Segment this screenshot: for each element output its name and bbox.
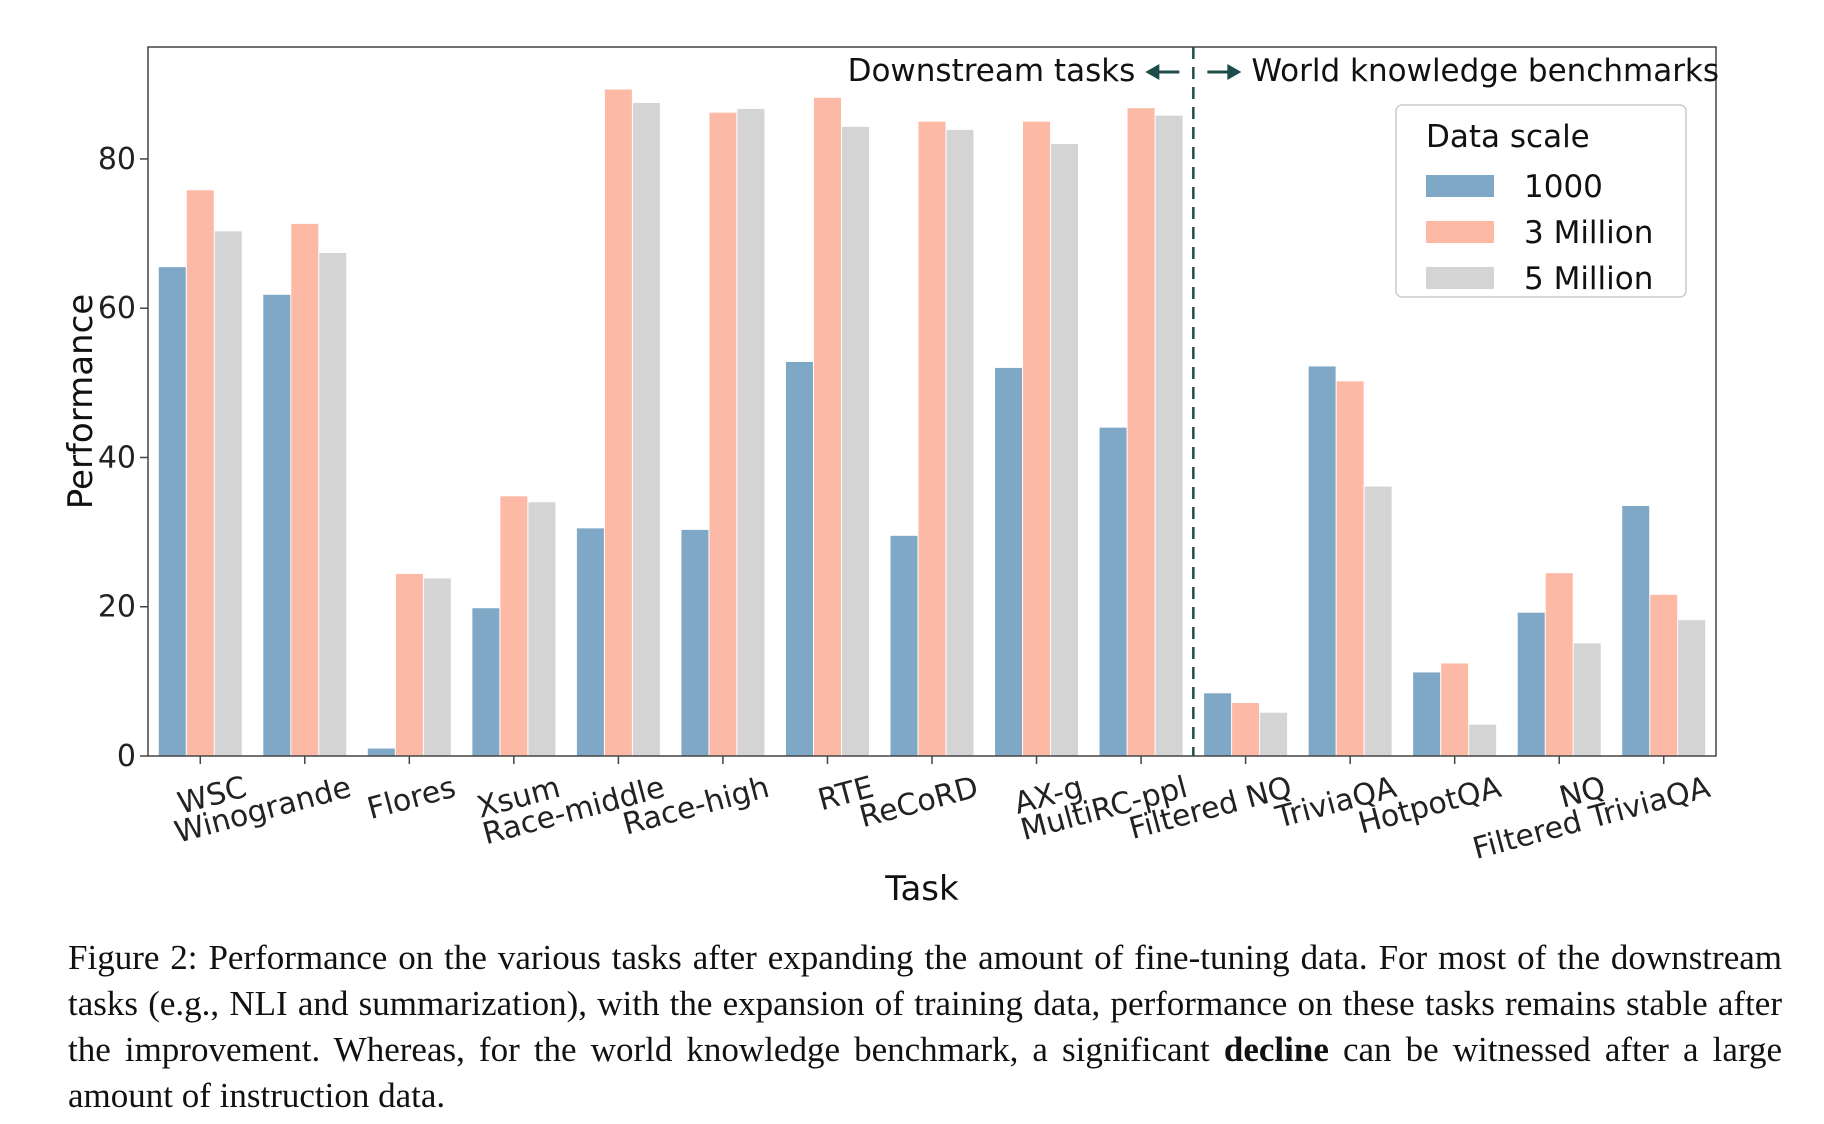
y-tick-label: 80: [98, 142, 136, 177]
bar-wsc-3-million: [186, 190, 214, 757]
bars-group: [158, 89, 1706, 757]
bar-triviaqa-1000: [1308, 366, 1336, 756]
bar-nq-5-million: [1573, 643, 1601, 756]
y-tick-label: 60: [98, 291, 136, 326]
bar-race-high-5-million: [737, 108, 765, 756]
legend-label: 3 Million: [1524, 215, 1653, 251]
bar-multirc-ppl-3-million: [1127, 108, 1155, 757]
bar-winogrande-5-million: [319, 252, 347, 756]
bar-multirc-ppl-5-million: [1155, 115, 1183, 756]
bar-wsc-5-million: [214, 231, 242, 757]
x-axis-title: Task: [884, 869, 959, 909]
bar-ax-g-3-million: [1023, 121, 1051, 756]
legend-label: 1000: [1524, 169, 1603, 205]
bar-wsc-1000: [158, 267, 186, 756]
arrow-right-icon: [1207, 64, 1242, 80]
bar-triviaqa-3-million: [1336, 381, 1364, 756]
bar-race-middle-5-million: [632, 102, 660, 756]
legend-swatch: [1426, 221, 1494, 243]
bar-filtered-nq-5-million: [1260, 712, 1288, 756]
caption-text: Figure 2: Performance on the various tas…: [68, 938, 1782, 1069]
bar-record-1000: [890, 535, 918, 756]
legend: Data scale 1000 3 Million 5 Million: [1395, 104, 1687, 298]
bar-filtered-triviaqa-1000: [1622, 505, 1650, 756]
bar-multirc-ppl-1000: [1099, 427, 1127, 756]
arrow-left-icon: [1145, 64, 1180, 80]
bar-nq-3-million: [1545, 573, 1573, 756]
bar-hotpotqa-5-million: [1469, 724, 1497, 756]
bar-xsum-3-million: [500, 496, 528, 756]
bar-hotpotqa-1000: [1413, 672, 1441, 756]
legend-swatch: [1426, 175, 1494, 197]
bar-winogrande-1000: [263, 294, 291, 756]
y-tick-label: 0: [117, 739, 136, 774]
bar-ax-g-5-million: [1051, 144, 1079, 756]
bar-filtered-nq-1000: [1204, 693, 1232, 756]
x-tick-label: Flores: [364, 770, 460, 827]
bar-flores-5-million: [423, 578, 451, 756]
bar-rte-1000: [785, 361, 813, 756]
bar-race-high-1000: [681, 529, 709, 756]
bar-filtered-nq-3-million: [1232, 703, 1260, 756]
bar-race-high-3-million: [709, 112, 737, 757]
bar-record-5-million: [946, 129, 974, 756]
figure-caption: Figure 2: Performance on the various tas…: [68, 935, 1782, 1119]
bar-filtered-triviaqa-5-million: [1678, 620, 1706, 756]
legend-label: 5 Million: [1524, 261, 1653, 297]
downstream-tasks-annotation: Downstream tasks: [848, 53, 1136, 89]
bar-hotpotqa-3-million: [1441, 663, 1469, 756]
y-tick-label: 40: [98, 440, 136, 475]
world-knowledge-annotation: World knowledge benchmarks: [1251, 53, 1719, 89]
y-axis: 0 20 40 60 80: [98, 142, 148, 774]
bar-nq-1000: [1517, 612, 1545, 756]
y-tick-label: 20: [98, 590, 136, 625]
bar-race-middle-3-million: [604, 89, 632, 757]
bar-xsum-5-million: [528, 502, 556, 756]
y-axis-title: Performance: [61, 294, 101, 509]
bar-record-3-million: [918, 121, 946, 756]
arrow-head: [1145, 64, 1160, 80]
bar-winogrande-3-million: [291, 223, 319, 757]
bar-filtered-triviaqa-3-million: [1650, 594, 1678, 756]
bar-triviaqa-5-million: [1364, 486, 1392, 756]
legend-box: [1395, 104, 1687, 298]
bar-race-middle-1000: [576, 528, 604, 756]
legend-swatch: [1426, 267, 1494, 289]
legend-title: Data scale: [1426, 119, 1590, 155]
caption-bold-word: decline: [1223, 1030, 1329, 1069]
bar-ax-g-1000: [995, 367, 1023, 756]
x-tick-label: ReCoRD: [856, 770, 982, 835]
bar-rte-5-million: [841, 126, 869, 757]
bar-flores-1000: [367, 748, 395, 756]
bar-xsum-1000: [472, 608, 500, 756]
arrow-head: [1227, 64, 1242, 80]
legend-items: 1000 3 Million 5 Million: [1426, 169, 1653, 297]
caption-text-end: can be witnessed after a large amount of…: [68, 1030, 1782, 1115]
bar-rte-3-million: [813, 97, 841, 757]
bar-flores-3-million: [395, 573, 423, 756]
